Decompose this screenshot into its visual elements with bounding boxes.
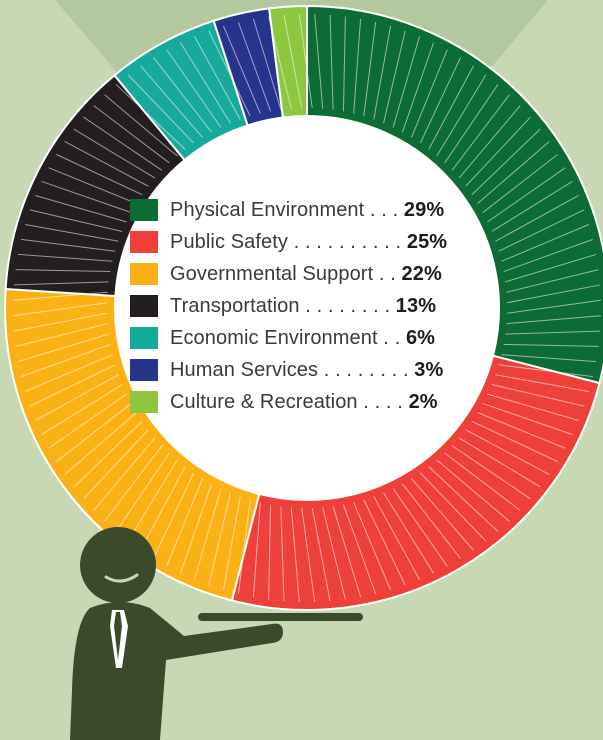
legend-label: Transportation . . . . . . . .	[170, 294, 391, 317]
legend-swatch	[130, 295, 158, 317]
legend-item-economic-environment: Economic Environment . . 6%	[130, 322, 502, 354]
legend-swatch	[130, 231, 158, 253]
legend-value: 25%	[406, 230, 448, 253]
legend-value: 13%	[395, 294, 437, 317]
legend-swatch	[130, 327, 158, 349]
legend-label: Economic Environment . .	[170, 326, 401, 349]
legend-value: 22%	[401, 262, 442, 285]
legend-item-public-safety: Public Safety . . . . . . . . . . 25%	[130, 226, 502, 258]
legend-swatch	[130, 199, 158, 221]
legend-item-human-services: Human Services . . . . . . . . 3%	[130, 354, 502, 386]
legend-swatch	[130, 263, 158, 285]
legend-item-governmental-support: Governmental Support . . 22%	[130, 258, 502, 290]
chart-center	[115, 116, 499, 500]
legend-item-physical-environment: Physical Environment . . . 29%	[130, 194, 502, 226]
ring-hatching	[13, 14, 601, 602]
legend-value: 3%	[414, 358, 444, 381]
legend-item-transportation: Transportation . . . . . . . . 13%	[130, 290, 502, 322]
presenter-figure-icon	[70, 527, 283, 740]
legend-label: Governmental Support . .	[170, 262, 396, 285]
serving-tray-icon	[198, 613, 363, 621]
legend-item-culture-recreation: Culture & Recreation . . . . 2%	[130, 386, 502, 418]
legend-label: Human Services . . . . . . . .	[170, 358, 409, 381]
chart-legend: Physical Environment . . . 29% Public Sa…	[130, 194, 502, 418]
legend-swatch	[130, 359, 158, 381]
legend-value: 29%	[403, 198, 445, 221]
legend-label: Physical Environment . . .	[170, 198, 399, 221]
legend-label: Culture & Recreation . . . .	[170, 390, 403, 413]
legend-label: Public Safety . . . . . . . . . .	[170, 230, 402, 253]
legend-value: 2%	[408, 390, 438, 413]
legend-value: 6%	[405, 326, 436, 349]
legend-swatch	[130, 391, 158, 413]
